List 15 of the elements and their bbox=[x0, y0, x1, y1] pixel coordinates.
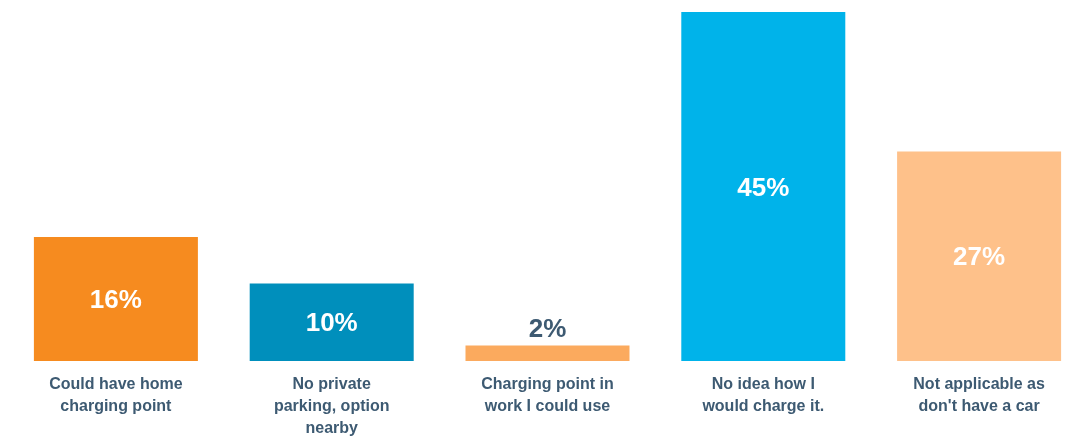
data-label: 2% bbox=[528, 313, 567, 344]
x-tick-label: Not applicable as don't have a car bbox=[913, 375, 1045, 414]
x-tick-label: No idea how I would charge it. bbox=[701, 375, 825, 414]
data-label: 45% bbox=[737, 171, 790, 202]
bar bbox=[681, 12, 846, 361]
bar bbox=[249, 283, 414, 361]
x-tick-label: Could have home charging point bbox=[49, 375, 183, 414]
bar bbox=[33, 236, 198, 361]
bar bbox=[897, 151, 1062, 361]
data-label: 27% bbox=[953, 241, 1006, 272]
x-tick-label: No private parking, option nearby bbox=[273, 375, 390, 436]
data-label: 10% bbox=[305, 307, 358, 338]
bar bbox=[465, 345, 630, 361]
x-tick-label: Charging point in work I could use bbox=[481, 375, 614, 414]
data-label: 16% bbox=[89, 283, 142, 314]
